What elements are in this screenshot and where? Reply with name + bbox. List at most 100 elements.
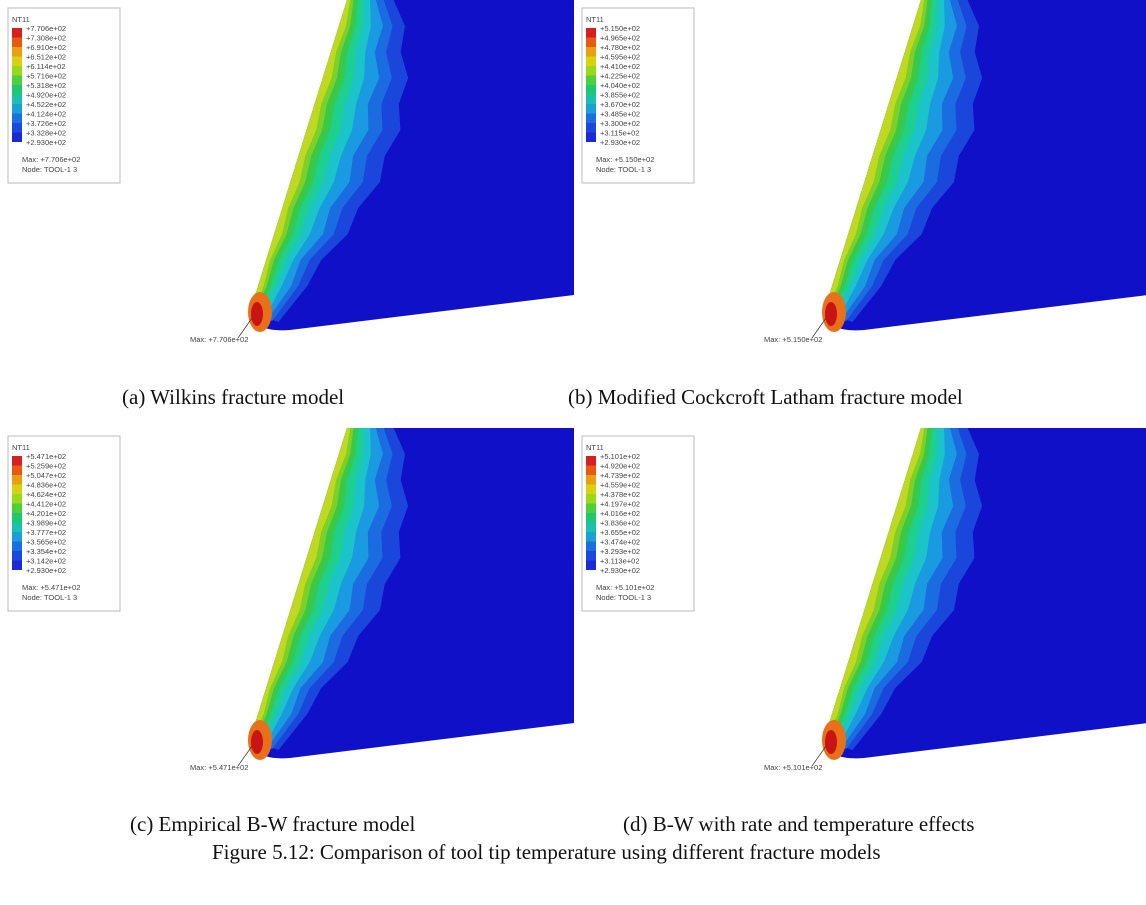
- legend-swatch: [586, 494, 596, 504]
- legend-swatch: [586, 37, 596, 47]
- legend-swatch: [12, 522, 22, 532]
- legend-label: +3.474e+02: [600, 538, 640, 547]
- legend-swatch: [586, 522, 596, 532]
- legend-label: +4.965e+02: [600, 34, 640, 43]
- leader-line: [811, 745, 827, 767]
- legend-label: +4.412e+02: [26, 500, 66, 509]
- contour-plot: Max: +5.471e+02NT11+5.471e+02+5.259e+02+…: [7, 428, 574, 772]
- legend-box: [581, 435, 695, 612]
- legend-swatch: [586, 484, 596, 494]
- legend-label: +2.930e+02: [600, 566, 640, 575]
- legend-label: +3.354e+02: [26, 547, 66, 556]
- legend-node: Node: TOOL-1 3: [22, 593, 77, 602]
- legend-box: [581, 7, 695, 184]
- legend-swatch: [586, 132, 596, 142]
- legend-label: +4.197e+02: [600, 500, 640, 509]
- legend-label: +4.124e+02: [26, 110, 66, 119]
- legend-swatch: [12, 104, 22, 114]
- legend-swatch: [12, 465, 22, 475]
- legend-label: +3.142e+02: [26, 557, 66, 566]
- legend-swatch: [586, 541, 596, 551]
- legend-label: +3.485e+02: [600, 110, 640, 119]
- legend-swatch: [12, 47, 22, 57]
- legend-label: +4.225e+02: [600, 72, 640, 81]
- legend-swatch: [12, 456, 22, 466]
- legend-node: Node: TOOL-1 3: [596, 593, 651, 602]
- legend-box: [7, 7, 121, 184]
- legend-swatch: [586, 28, 596, 38]
- legend-swatch: [12, 513, 22, 523]
- legend-label: +3.293e+02: [600, 547, 640, 556]
- legend-node: Node: TOOL-1 3: [596, 165, 651, 174]
- legend-label: +3.670e+02: [600, 100, 640, 109]
- legend-swatch: [12, 494, 22, 504]
- legend-swatch: [12, 94, 22, 104]
- legend-label: +4.378e+02: [600, 490, 640, 499]
- legend-swatch: [12, 560, 22, 570]
- legend-max: Max: +5.471e+02: [22, 583, 80, 592]
- legend-swatch: [586, 75, 596, 85]
- panel-caption: (d) B-W with rate and temperature effect…: [623, 812, 975, 836]
- legend-label: +4.739e+02: [600, 471, 640, 480]
- leader-line: [237, 317, 253, 339]
- legend-swatch: [586, 503, 596, 513]
- legend-label: +2.930e+02: [600, 138, 640, 147]
- legend-label: +4.016e+02: [600, 509, 640, 518]
- legend-swatch: [586, 465, 596, 475]
- legend-label: +5.101e+02: [600, 452, 640, 461]
- legend-label: +3.726e+02: [26, 119, 66, 128]
- legend-swatch: [586, 513, 596, 523]
- hot-spot: [251, 302, 263, 326]
- legend-label: +5.150e+02: [600, 24, 640, 33]
- legend-label: +3.328e+02: [26, 129, 66, 138]
- legend-max: Max: +5.101e+02: [596, 583, 654, 592]
- legend-swatch: [586, 66, 596, 76]
- legend-label: +3.115e+02: [600, 129, 640, 138]
- legend-label: +3.565e+02: [26, 538, 66, 547]
- legend-swatch: [586, 532, 596, 542]
- legend-title: NT11: [12, 15, 30, 24]
- legend-label: +4.040e+02: [600, 81, 640, 90]
- legend-label: +6.512e+02: [26, 53, 66, 62]
- legend-label: +6.910e+02: [26, 43, 66, 52]
- legend-title: NT11: [12, 443, 30, 452]
- legend-label: +3.300e+02: [600, 119, 640, 128]
- legend-label: +4.780e+02: [600, 43, 640, 52]
- contour-band: [250, 428, 351, 743]
- contour-band: [824, 0, 925, 315]
- legend-swatch: [12, 37, 22, 47]
- legend-swatch: [12, 28, 22, 38]
- legend-label: +4.201e+02: [26, 509, 66, 518]
- legend-label: +2.930e+02: [26, 566, 66, 575]
- legend-label: +3.113e+02: [600, 557, 640, 566]
- legend-swatch: [12, 56, 22, 66]
- panel-caption: (a) Wilkins fracture model: [122, 385, 345, 409]
- legend-node: Node: TOOL-1 3: [22, 165, 77, 174]
- legend-max: Max: +5.150e+02: [596, 155, 654, 164]
- hot-spot: [825, 302, 837, 326]
- legend-label: +4.595e+02: [600, 53, 640, 62]
- contour-band: [250, 0, 351, 315]
- legend-label: +3.855e+02: [600, 91, 640, 100]
- legend-label: +4.920e+02: [26, 91, 66, 100]
- legend-box: [7, 435, 121, 612]
- legend-label: +5.318e+02: [26, 81, 66, 90]
- figure-caption: Figure 5.12: Comparison of tool tip temp…: [212, 840, 881, 864]
- legend-label: +3.989e+02: [26, 519, 66, 528]
- contour-band: [824, 428, 925, 743]
- legend-swatch: [12, 541, 22, 551]
- legend-label: +7.706e+02: [26, 24, 66, 33]
- legend-swatch: [586, 551, 596, 561]
- tip-label: Max: +5.471e+02: [190, 763, 248, 772]
- legend-swatch: [12, 503, 22, 513]
- panel-caption: (c) Empirical B-W fracture model: [130, 812, 416, 836]
- legend-label: +4.920e+02: [600, 462, 640, 471]
- contour-plot: Max: +5.101e+02NT11+5.101e+02+4.920e+02+…: [581, 428, 1146, 772]
- legend-swatch: [586, 475, 596, 485]
- legend-label: +3.836e+02: [600, 519, 640, 528]
- legend-swatch: [586, 104, 596, 114]
- legend-swatch: [586, 47, 596, 57]
- legend-swatch: [12, 132, 22, 142]
- legend-label: +4.522e+02: [26, 100, 66, 109]
- legend-swatch: [12, 113, 22, 123]
